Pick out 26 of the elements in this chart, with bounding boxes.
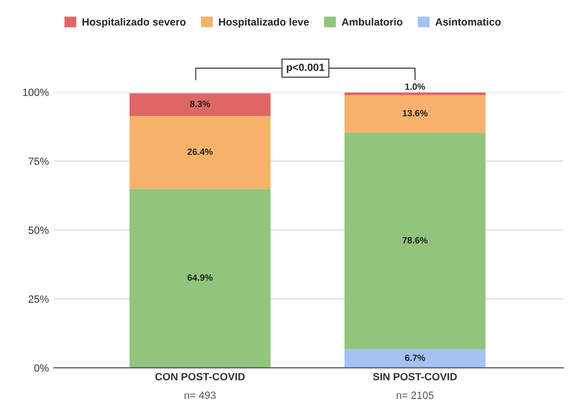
data-label: 1.0% [405, 83, 426, 90]
bar [130, 116, 271, 189]
bar [344, 132, 486, 350]
y-tick-label: 0% [34, 364, 49, 372]
y-tick-label: 25% [28, 295, 49, 303]
data-label: 13.6% [402, 110, 428, 116]
bar [344, 95, 486, 133]
legend-label: Asintomatico [435, 18, 501, 26]
legend-label: Ambulatorio [342, 18, 402, 26]
data-label: 6.7% [405, 354, 426, 362]
bar [130, 93, 271, 116]
data-label: 64.9% [188, 274, 213, 281]
bar [344, 92, 486, 96]
data-label: 26.4% [188, 148, 213, 155]
category-label: SIN POST-COVID n= 2105 [373, 372, 457, 399]
y-tick-label: 100% [23, 88, 49, 96]
data-label: 78.6% [402, 237, 428, 244]
text: p<0.001 [286, 64, 324, 74]
y-tick-label: 50% [28, 226, 49, 234]
legend-label: Hospitalizado leve [219, 18, 309, 28]
legend-label: Hospitalizado severo [82, 18, 186, 28]
data-label: 8.3% [190, 100, 210, 108]
bar [344, 349, 486, 368]
category-label: CON POST-COVID n= 493 [155, 372, 245, 399]
bar [130, 188, 271, 368]
y-tick-label: 75% [28, 158, 49, 165]
